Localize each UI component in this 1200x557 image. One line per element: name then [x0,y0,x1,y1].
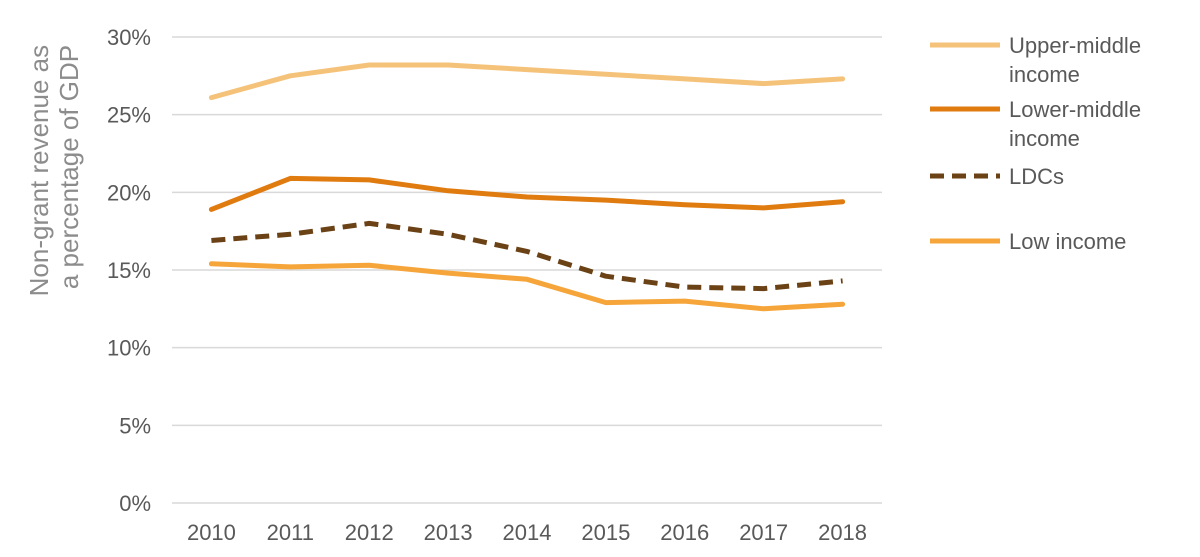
x-axis-tick-labels: 2010 2011 2012 2013 2014 2015 2016 2017 2018 [187,520,867,545]
legend: Upper-middle income Lower-middle income LDCs… [930,33,1141,254]
x-tick-label: 2011 [267,520,314,545]
x-tick-label: 2013 [424,520,473,545]
x-tick-label: 2010 [187,520,236,545]
legend-label-line: income [1009,126,1080,151]
series-line-low-income [208,261,846,312]
x-tick-label: 2018 [818,520,867,545]
x-tick-label: 2016 [660,520,709,545]
legend-label-line: income [1009,62,1080,87]
x-tick-label: 2015 [581,520,630,545]
series-line-ldcs [211,220,843,292]
legend-label: Low income [1009,229,1126,254]
y-tick-label: 20% [107,180,151,205]
legend-label: LDCs [1009,164,1064,189]
series-lines [208,62,846,312]
x-tick-label: 2014 [503,520,552,545]
x-tick-label: 2012 [345,520,394,545]
legend-label: Lower-middle income [1009,97,1141,151]
y-axis-title-line-2: a percentage of GDP [54,45,84,289]
y-axis-tick-labels: 0% 5% 10% 15% 20% 25% 30% [107,25,151,516]
y-tick-label: 25% [107,103,151,128]
y-tick-label: 15% [107,258,151,283]
y-tick-label: 10% [107,336,151,361]
y-tick-label: 5% [119,413,151,438]
legend-label: Upper-middle income [1009,33,1141,87]
y-axis-title-line-1: Non-grant revenue as [24,45,54,296]
legend-label-line: Upper-middle [1009,33,1141,58]
legend-label-line: Low income [1009,229,1126,254]
x-tick-label: 2017 [739,520,788,545]
legend-label-line: LDCs [1009,164,1064,189]
y-tick-label: 30% [107,25,151,50]
gridlines [172,36,882,504]
legend-label-line: Lower-middle [1009,97,1141,122]
y-tick-label: 0% [119,491,151,516]
series-line-upper-middle-income [208,62,846,101]
y-axis-title: Non-grant revenue as a percentage of GDP [24,38,84,297]
series-line-lower-middle-income [208,175,846,212]
